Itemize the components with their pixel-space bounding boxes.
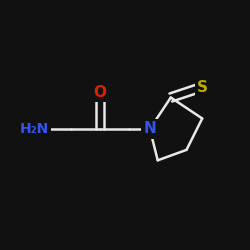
Text: N: N	[144, 122, 156, 136]
Text: H₂N: H₂N	[20, 122, 49, 136]
Text: S: S	[197, 80, 208, 94]
Text: O: O	[94, 85, 107, 100]
